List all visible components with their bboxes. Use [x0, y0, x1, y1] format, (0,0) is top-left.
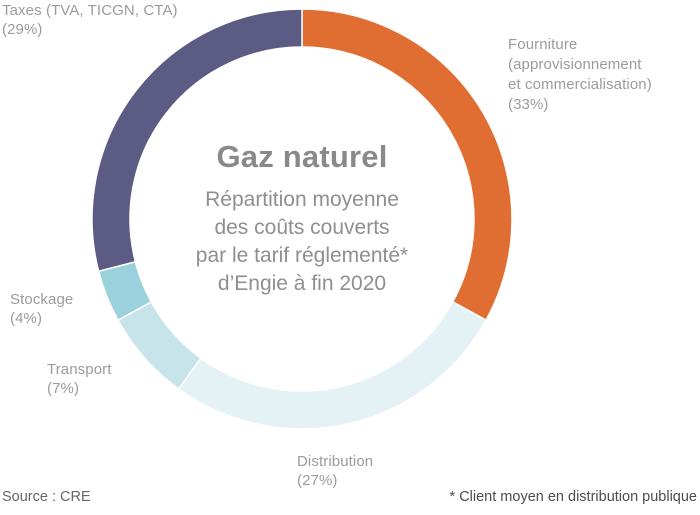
- label-stockage-name: Stockage: [10, 291, 74, 308]
- label-distribution: Distribution (27%): [297, 452, 373, 490]
- label-stockage: Stockage (4%): [10, 290, 73, 328]
- label-transport-name: Transport: [47, 361, 112, 378]
- chart-subtitle: Répartition moyenne des coûts couverts p…: [152, 186, 452, 298]
- label-taxes: Taxes (TVA, TICGN, CTA) (29%): [2, 1, 178, 39]
- donut-segment-distribution: [177, 301, 487, 430]
- chart-subtitle-line: d’Engie à fin 2020: [217, 272, 387, 295]
- chart-center-text: Gaz naturel Répartition moyenne des coût…: [152, 139, 452, 298]
- label-fourniture-name-3: et commercialisation): [508, 76, 652, 93]
- chart-subtitle-line: par le tarif réglementé*: [195, 244, 409, 267]
- label-taxes-percent: (29%): [2, 21, 43, 38]
- chart-subtitle-line: des coûts couverts: [214, 216, 390, 239]
- label-fourniture-name-2: (approvisionnement: [508, 56, 642, 73]
- label-taxes-name: Taxes (TVA, TICGN, CTA): [2, 2, 178, 19]
- label-transport: Transport (7%): [47, 360, 112, 398]
- chart-title: Gaz naturel: [216, 139, 388, 174]
- label-transport-percent: (7%): [47, 380, 80, 397]
- donut-segment-transport: [117, 301, 202, 390]
- label-fourniture: Fourniture (approvisionnement et commerc…: [508, 35, 652, 115]
- label-fourniture-percent: (33%): [508, 96, 549, 113]
- donut-segment-taxes: [91, 8, 303, 272]
- chart-subtitle-line: Répartition moyenne: [205, 188, 399, 211]
- label-distribution-name: Distribution: [297, 453, 374, 470]
- source-credit: Source : CRE: [2, 489, 91, 505]
- footnote: * Client moyen en distribution publique: [449, 489, 697, 505]
- label-stockage-percent: (4%): [10, 310, 43, 327]
- label-fourniture-name: Fourniture: [508, 36, 578, 53]
- label-distribution-percent: (27%): [297, 472, 338, 489]
